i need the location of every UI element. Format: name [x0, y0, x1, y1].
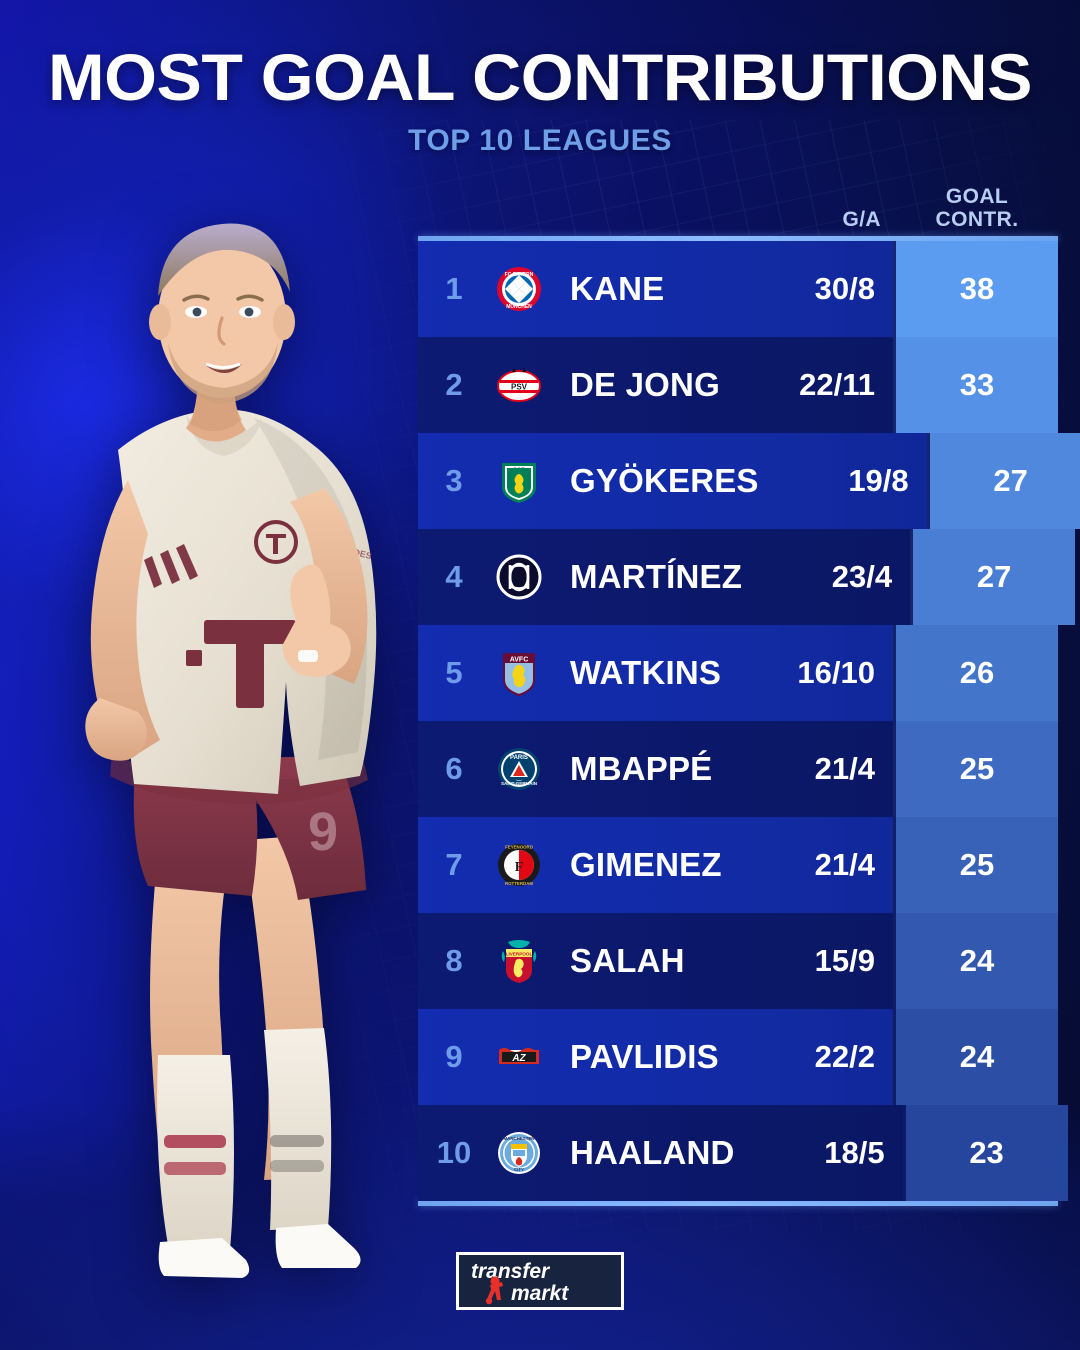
row-rank: 10 — [436, 1135, 472, 1170]
row-goals-assists: 21/4 — [814, 751, 875, 786]
club-crest-paris-saint-germain-icon: PARIS SAINT-GERMAIN — [490, 746, 548, 792]
table-top-rule — [418, 236, 1058, 241]
table-row[interactable]: 10 MANCHESTER CITY HAALAND 18/5 23 — [418, 1105, 1068, 1203]
column-header-goal-contributions: GOAL CONTR. — [896, 185, 1058, 232]
club-crest-liverpool-icon: LIVERPOOL — [490, 938, 548, 984]
svg-text:F: F — [515, 860, 524, 875]
row-goals-assists: 21/4 — [814, 847, 875, 882]
svg-text:FC BAYERN: FC BAYERN — [505, 272, 534, 278]
svg-text:CITY: CITY — [514, 1167, 524, 1172]
ranking-table: 1 FC BAYERN MUNCHEN KANE 30/8 38 2 PSV DE JONG 22… — [418, 236, 1080, 1206]
club-crest-feyenoord-icon: F FEYENOORD ROTTERDAM — [490, 842, 548, 888]
row-goals-assists: 23/4 — [831, 559, 893, 594]
header-block: MOST GOAL CONTRIBUTIONS TOP 10 LEAGUES — [0, 44, 1080, 158]
row-goals-assists: 16/10 — [797, 655, 875, 690]
row-player-name: DE JONG — [570, 366, 720, 403]
table-row[interactable]: 3 SCP GYÖKERES 19/8 27 — [418, 433, 1080, 531]
player-photo-harry-kane: 9 — [8, 150, 428, 1280]
table-bottom-rule — [418, 1201, 1058, 1206]
table-row[interactable]: 9 AZ PAVLIDIS 22/2 24 — [418, 1009, 1058, 1107]
svg-text:SAINT-GERMAIN: SAINT-GERMAIN — [501, 781, 537, 786]
row-rank: 5 — [445, 655, 463, 690]
row-goals-assists: 22/11 — [799, 367, 875, 402]
row-player-name: HAALAND — [570, 1134, 735, 1171]
row-goal-contributions: 25 — [893, 817, 1058, 913]
page-subtitle: TOP 10 LEAGUES — [407, 124, 673, 157]
row-player-name: GIMENEZ — [570, 846, 722, 883]
club-crest-psv-eindhoven-icon: PSV — [490, 362, 548, 408]
row-goal-contributions: 27 — [926, 433, 1080, 529]
table-row[interactable]: 7 F FEYENOORD ROTTERDAM GIMENEZ 21/4 25 — [418, 817, 1058, 915]
row-goal-contributions: 24 — [893, 913, 1058, 1009]
table-column-headers: G/A GOAL CONTR. — [418, 176, 1058, 232]
row-rank: 3 — [445, 463, 463, 498]
club-crest-bayern-munich-icon: FC BAYERN MUNCHEN — [490, 266, 548, 312]
row-goal-contributions: 26 — [893, 625, 1058, 721]
row-rank: 1 — [445, 271, 463, 306]
row-player-name: MARTÍNEZ — [570, 558, 743, 595]
club-crest-sporting-cp-icon: SCP — [490, 458, 548, 504]
row-goals-assists: 22/2 — [814, 1039, 875, 1074]
svg-text:ROTTERDAM: ROTTERDAM — [505, 881, 533, 886]
table-row[interactable]: 6 PARIS SAINT-GERMAIN MBAPPÉ 21/4 25 — [418, 721, 1058, 819]
table-row[interactable]: 1 FC BAYERN MUNCHEN KANE 30/8 38 — [418, 241, 1058, 339]
club-crest-aston-villa-icon: AVFC — [490, 650, 548, 696]
row-goal-contributions: 38 — [893, 241, 1058, 337]
row-player-name: WATKINS — [570, 654, 722, 691]
column-header-goals-assists: G/A — [842, 208, 881, 231]
club-crest-az-alkmaar-icon: AZ — [490, 1034, 548, 1080]
column-header-gc-line2: CONTR. — [935, 208, 1019, 232]
transfermarkt-logo: transfer markt — [456, 1252, 624, 1310]
row-rank: 7 — [445, 847, 463, 882]
row-goals-assists: 30/8 — [814, 271, 875, 306]
table-row[interactable]: 4 MARTÍNEZ 23/4 27 — [418, 529, 1076, 627]
row-goal-contributions: 25 — [893, 721, 1058, 817]
svg-text:AVFC: AVFC — [510, 657, 529, 664]
svg-text:LIVERPOOL: LIVERPOOL — [506, 952, 533, 957]
row-goal-contributions: 33 — [893, 337, 1058, 433]
table-row[interactable]: 5 AVFC WATKINS 16/10 26 — [418, 625, 1058, 723]
table-row[interactable]: 8 LIVERPOOL SALAH 15/9 24 — [418, 913, 1058, 1011]
row-goal-contributions: 23 — [902, 1105, 1068, 1201]
svg-text:AZ: AZ — [511, 1053, 526, 1064]
svg-text:PSV: PSV — [511, 383, 528, 392]
table-body: 1 FC BAYERN MUNCHEN KANE 30/8 38 2 PSV DE JONG 22… — [418, 241, 1080, 1203]
svg-text:MANCHESTER: MANCHESTER — [504, 1136, 536, 1141]
page-title: MOST GOAL CONTRIBUTIONS — [48, 40, 1032, 114]
club-crest-inter-milan-icon — [490, 554, 548, 600]
row-rank: 2 — [445, 367, 463, 402]
row-goals-assists: 15/9 — [814, 943, 875, 978]
club-crest-manchester-city-icon: MANCHESTER CITY — [490, 1130, 548, 1176]
row-goals-assists: 19/8 — [848, 463, 909, 498]
svg-text:SCP: SCP — [513, 468, 525, 474]
svg-text:MUNCHEN: MUNCHEN — [506, 304, 532, 310]
row-goals-assists: 18/5 — [824, 1135, 885, 1170]
svg-text:PARIS: PARIS — [510, 755, 528, 761]
row-player-name: GYÖKERES — [570, 462, 759, 499]
row-rank: 9 — [445, 1039, 463, 1074]
svg-text:FEYENOORD: FEYENOORD — [505, 845, 533, 850]
svg-text:markt: markt — [511, 1282, 569, 1305]
row-goal-contributions: 27 — [910, 529, 1076, 625]
column-header-gc-line1: GOAL — [945, 184, 1009, 208]
row-player-name: PAVLIDIS — [570, 1038, 719, 1075]
table-row[interactable]: 2 PSV DE JONG 22/11 33 — [418, 337, 1058, 435]
row-player-name: KANE — [570, 270, 665, 307]
row-player-name: MBAPPÉ — [570, 750, 713, 787]
row-player-name: SALAH — [570, 942, 685, 979]
row-rank: 4 — [445, 559, 463, 594]
row-rank: 6 — [445, 751, 463, 786]
row-rank: 8 — [445, 943, 463, 978]
svg-text:9: 9 — [308, 802, 338, 862]
row-goal-contributions: 24 — [893, 1009, 1058, 1105]
svg-text:transfer: transfer — [471, 1260, 551, 1283]
